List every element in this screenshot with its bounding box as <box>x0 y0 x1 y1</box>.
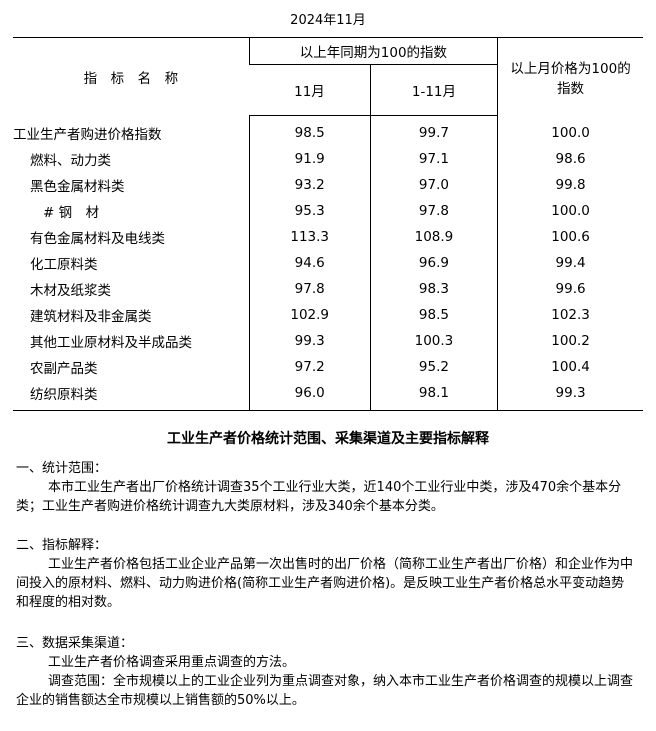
month-index: 91.9 <box>248 146 371 172</box>
ytd-index: 97.1 <box>369 146 498 172</box>
month-index: 99.3 <box>248 328 371 354</box>
header-mom-index: 以上月价格为100的指数 <box>497 37 643 116</box>
mom-index: 100.0 <box>497 198 643 224</box>
table-row: # 钢 材 95.3 97.8 100.0 <box>13 198 643 224</box>
report-period: 2024年11月 <box>290 13 366 28</box>
paragraph: 本市工业生产者出厂价格统计调查35个工业行业大类，近140个工业行业中类，涉及4… <box>16 480 622 514</box>
paragraph: 工业生产者价格包括工业企业产品第一次出售时的出厂价格（简称工业生产者出厂价格）和… <box>16 557 634 610</box>
mom-index: 98.6 <box>497 146 643 172</box>
ytd-index: 97.0 <box>369 172 498 198</box>
ytd-index: 99.7 <box>369 115 498 146</box>
ytd-index: 97.8 <box>369 198 498 224</box>
indicator-name: 工业生产者购进价格指数 <box>13 126 162 143</box>
ytd-index: 95.2 <box>369 354 498 380</box>
mom-index: 100.6 <box>497 224 643 250</box>
table-row: 有色金属材料及电线类 113.3 108.9 100.6 <box>13 224 643 250</box>
month-index: 97.8 <box>248 276 371 302</box>
price-index-table: 指 标 名 称 以上年同期为100的指数 以上月价格为100的指数 11月 1-… <box>13 37 643 411</box>
table-row: 农副产品类 97.2 95.2 100.4 <box>13 354 643 380</box>
indicator-name: 木材及纸浆类 <box>30 283 111 299</box>
mom-index: 99.4 <box>497 250 643 276</box>
section-scope: 一、统计范围： 本市工业生产者出厂价格统计调查35个工业行业大类，近140个工业… <box>16 459 636 516</box>
mom-index: 99.6 <box>497 276 643 302</box>
month-index: 94.6 <box>248 250 371 276</box>
section-definitions: 二、指标解释： 工业生产者价格包括工业企业产品第一次出售时的出厂价格（简称工业生… <box>16 536 636 612</box>
month-index: 95.3 <box>248 198 371 224</box>
indicator-name: 建筑材料及非金属类 <box>30 309 152 325</box>
table-row: 化工原料类 94.6 96.9 99.4 <box>13 250 643 276</box>
ytd-index: 98.5 <box>369 302 498 328</box>
mom-index: 100.2 <box>497 328 643 354</box>
indicator-name: 纺织原料类 <box>13 380 250 411</box>
paragraph: 调查范围：全市规模以上的工业企业列为重点调查对象，纳入本市工业生产者价格调查的规… <box>16 674 634 708</box>
section-heading: 一、统计范围： <box>16 461 108 476</box>
indicator-name: # 钢 材 <box>43 205 100 221</box>
mom-index: 100.0 <box>497 115 643 146</box>
indicator-name: 化工原料类 <box>30 257 98 273</box>
indicator-name: 黑色金属材料类 <box>30 179 125 195</box>
mom-index: 102.3 <box>497 302 643 328</box>
indicator-name: 有色金属材料及电线类 <box>30 231 165 247</box>
table-row: 黑色金属材料类 93.2 97.0 99.8 <box>13 172 643 198</box>
month-index: 113.3 <box>248 224 371 250</box>
ytd-index: 108.9 <box>369 224 498 250</box>
table-row: 燃料、动力类 91.9 97.1 98.6 <box>13 146 643 172</box>
month-index: 97.2 <box>248 354 371 380</box>
section-collection: 三、数据采集渠道： 工业生产者价格调查采用重点调查的方法。 调查范围：全市规模以… <box>16 634 636 710</box>
header-ytd: 1-11月 <box>369 64 498 116</box>
ytd-index: 96.9 <box>369 250 498 276</box>
paragraph: 工业生产者价格调查采用重点调查的方法。 <box>48 655 296 670</box>
ytd-index: 98.1 <box>369 380 498 411</box>
notes-title: 工业生产者价格统计范围、采集渠道及主要指标解释 <box>167 431 489 447</box>
section-heading: 二、指标解释： <box>16 538 108 553</box>
header-month: 11月 <box>249 64 371 116</box>
mom-index: 99.3 <box>497 380 643 411</box>
indicator-name: 燃料、动力类 <box>30 153 111 169</box>
table-row: 建筑材料及非金属类 102.9 98.5 102.3 <box>13 302 643 328</box>
table-row: 工业生产者购进价格指数 98.5 99.7 100.0 <box>13 115 643 146</box>
mom-index: 99.8 <box>497 172 643 198</box>
month-index: 93.2 <box>248 172 371 198</box>
indicator-name: 其他工业原材料及半成品类 <box>30 335 192 351</box>
mom-index: 100.4 <box>497 354 643 380</box>
month-index: 96.0 <box>248 380 371 411</box>
header-indicator-name: 指 标 名 称 <box>13 37 250 116</box>
ytd-index: 100.3 <box>369 328 498 354</box>
table-row: 其他工业原材料及半成品类 99.3 100.3 100.2 <box>13 328 643 354</box>
section-heading: 三、数据采集渠道： <box>16 636 134 651</box>
header-yoy-index: 以上年同期为100的指数 <box>248 37 498 65</box>
table-row: 木材及纸浆类 97.8 98.3 99.6 <box>13 276 643 302</box>
ytd-index: 98.3 <box>369 276 498 302</box>
month-index: 102.9 <box>248 302 371 328</box>
table-row: 纺织原料类 96.0 98.1 99.3 <box>13 380 643 411</box>
indicator-name: 农副产品类 <box>30 361 98 377</box>
month-index: 98.5 <box>248 115 371 146</box>
